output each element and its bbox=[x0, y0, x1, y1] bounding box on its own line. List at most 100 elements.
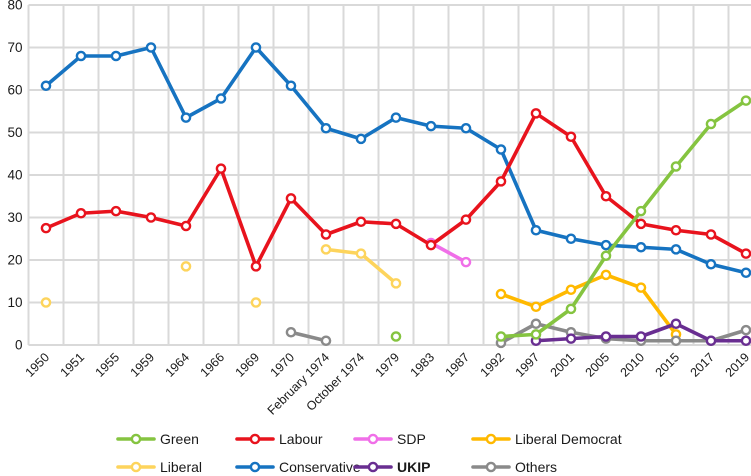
series-green bbox=[390, 95, 751, 342]
data-point-conservative bbox=[565, 233, 577, 245]
data-point-ukip bbox=[600, 331, 612, 342]
x-tick-label: 2010 bbox=[618, 350, 648, 380]
legend-label-liberal: Liberal bbox=[160, 459, 202, 475]
x-tick-label: 1979 bbox=[373, 350, 403, 380]
data-point-conservative bbox=[600, 239, 612, 251]
data-point-liberal bbox=[390, 278, 402, 289]
data-point-green bbox=[495, 331, 507, 342]
data-point-labour bbox=[110, 205, 122, 217]
legend-label-sdp: SDP bbox=[397, 431, 426, 447]
data-point-green bbox=[705, 118, 717, 130]
data-point-green bbox=[635, 205, 647, 217]
data-point-ukip bbox=[705, 335, 717, 347]
data-point-others bbox=[320, 335, 332, 347]
data-point-conservative bbox=[670, 244, 682, 255]
y-tick-label: 80 bbox=[7, 0, 22, 13]
data-point-ukip bbox=[635, 331, 647, 342]
data-point-green bbox=[390, 331, 402, 342]
x-tick-label: 2005 bbox=[583, 350, 613, 380]
x-tick-label: 1983 bbox=[408, 350, 438, 380]
x-tick-label: 1959 bbox=[128, 350, 158, 380]
legend-marker-ukip-icon bbox=[367, 461, 379, 473]
data-point-labour bbox=[180, 220, 192, 232]
y-tick-label: 50 bbox=[7, 125, 22, 140]
series-line-others bbox=[289, 330, 328, 343]
y-tick-label: 0 bbox=[15, 338, 23, 353]
data-point-labour bbox=[600, 190, 612, 202]
data-point-conservative bbox=[635, 241, 647, 253]
data-point-liberal bbox=[250, 297, 262, 308]
data-point-conservative bbox=[250, 42, 262, 53]
series-line-others bbox=[499, 321, 748, 345]
data-point-liberal bbox=[355, 248, 367, 259]
x-tick-label: 1964 bbox=[163, 350, 193, 380]
data-point-others bbox=[670, 335, 682, 347]
x-tick-label: 2019 bbox=[723, 350, 751, 380]
x-tick-label: 1997 bbox=[513, 350, 543, 380]
y-tick-label: 60 bbox=[7, 83, 22, 98]
y-tick-label: 20 bbox=[7, 253, 22, 268]
data-point-labour bbox=[285, 193, 297, 204]
legend-item-labour: Labour bbox=[235, 431, 323, 447]
legend-label-liberal-democrat: Liberal Democrat bbox=[515, 431, 622, 447]
x-tick-label: 1955 bbox=[93, 350, 123, 380]
data-point-others bbox=[740, 324, 751, 336]
data-point-liberal bbox=[180, 261, 192, 272]
series-line-sdp bbox=[429, 241, 468, 264]
x-tick-label: 1951 bbox=[58, 350, 88, 380]
y-tick-label: 30 bbox=[7, 210, 22, 225]
legend-label-labour: Labour bbox=[279, 431, 323, 447]
data-point-ukip bbox=[565, 333, 577, 344]
data-point-others bbox=[285, 326, 297, 338]
data-point-liberal bbox=[40, 297, 52, 308]
legend-marker-green-icon bbox=[130, 433, 142, 445]
x-tick-label: 1966 bbox=[198, 350, 228, 380]
data-point-conservative bbox=[355, 133, 367, 145]
data-point-labour bbox=[320, 229, 332, 240]
x-tick-label: 2015 bbox=[653, 350, 683, 380]
data-point-conservative bbox=[320, 122, 332, 134]
data-point-green bbox=[670, 161, 682, 172]
data-point-conservative bbox=[495, 144, 507, 155]
x-tick-label: 1987 bbox=[443, 350, 473, 380]
legend-marker-liberal-democrat-icon bbox=[485, 433, 497, 445]
data-point-labour bbox=[705, 229, 717, 240]
series-labour bbox=[40, 108, 751, 272]
data-point-liberal-democrat bbox=[600, 269, 612, 281]
data-point-labour bbox=[40, 222, 52, 234]
data-point-conservative bbox=[705, 258, 717, 270]
data-point-conservative bbox=[425, 120, 437, 132]
data-point-labour bbox=[390, 218, 402, 230]
x-tick-label: 1970 bbox=[268, 350, 298, 380]
series-conservative bbox=[40, 42, 751, 279]
data-point-labour bbox=[145, 212, 157, 223]
data-point-green bbox=[740, 95, 751, 106]
data-point-labour bbox=[250, 261, 262, 272]
data-point-liberal-democrat bbox=[565, 284, 577, 296]
data-point-conservative bbox=[110, 50, 122, 62]
x-tick-label: 2017 bbox=[688, 350, 718, 380]
y-tick-label: 40 bbox=[7, 168, 22, 183]
legend-label-others: Others bbox=[515, 459, 557, 475]
data-point-conservative bbox=[285, 80, 297, 92]
data-point-liberal bbox=[320, 244, 332, 255]
legend-marker-others-icon bbox=[485, 461, 497, 473]
data-point-green bbox=[530, 329, 542, 340]
x-tick-label: 2001 bbox=[548, 350, 578, 380]
legend-item-ukip: UKIP bbox=[353, 459, 430, 475]
legend-marker-conservative-icon bbox=[249, 461, 261, 473]
x-tick-label: 1950 bbox=[23, 350, 53, 380]
data-point-liberal-democrat bbox=[530, 301, 542, 313]
legend-item-green: Green bbox=[116, 431, 199, 447]
x-tick-label: 1969 bbox=[233, 350, 263, 380]
y-tick-label: 10 bbox=[7, 295, 22, 310]
legend-marker-sdp-icon bbox=[367, 433, 379, 445]
legend: Green Labour SDP Liberal Democrat Liberal Con… bbox=[116, 431, 622, 475]
data-point-labour bbox=[215, 163, 227, 174]
legend-item-liberal: Liberal bbox=[116, 459, 202, 475]
data-point-green bbox=[565, 303, 577, 315]
data-point-conservative bbox=[530, 224, 542, 236]
data-point-labour bbox=[565, 131, 577, 143]
legend-marker-liberal-icon bbox=[130, 461, 142, 473]
legend-label-ukip: UKIP bbox=[397, 459, 430, 475]
